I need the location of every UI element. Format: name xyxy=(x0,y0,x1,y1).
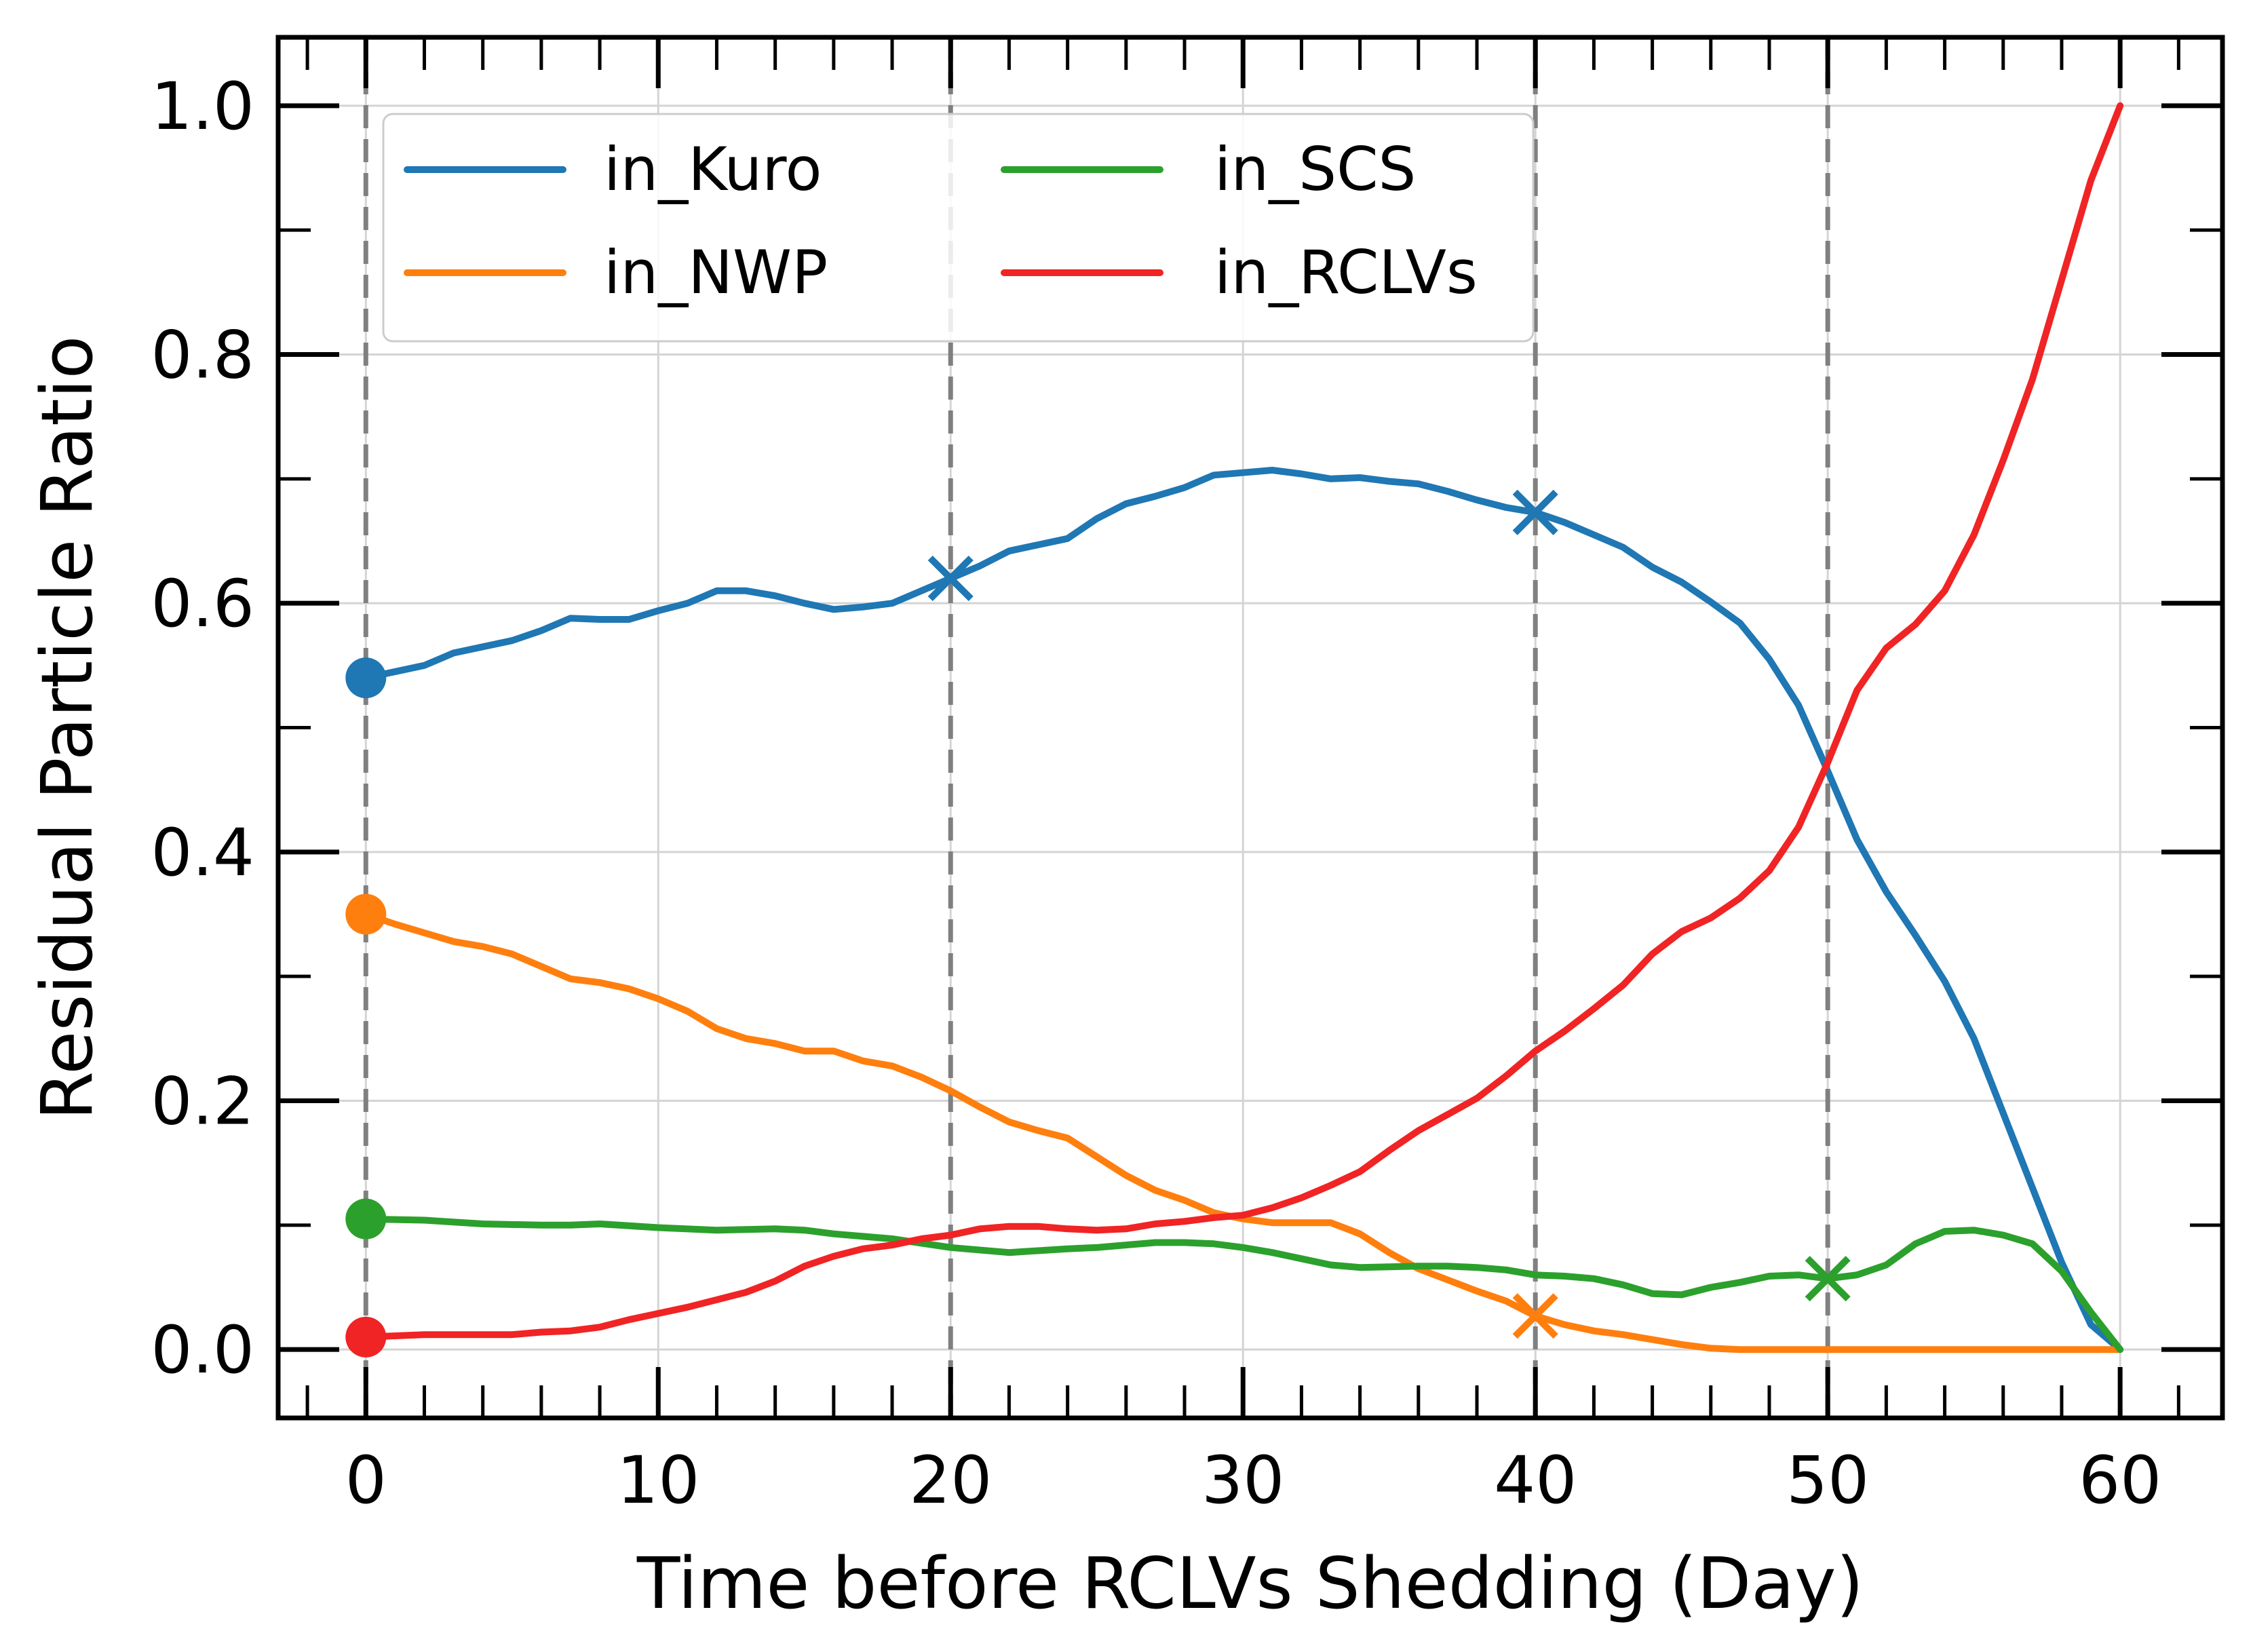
x-tick-label: 20 xyxy=(909,1442,992,1518)
marker-dot-in-kuro xyxy=(345,657,387,699)
marker-x-in-kuro xyxy=(1512,489,1558,535)
series-markers xyxy=(345,489,1851,1358)
marker-x-in-scs xyxy=(1805,1256,1851,1302)
marker-dot-in-scs xyxy=(345,1198,387,1240)
legend-label-in-rclvs: in_RCLVs xyxy=(1214,237,1478,307)
series-lines xyxy=(362,102,2124,1353)
y-tick-label: 0.0 xyxy=(151,1312,254,1388)
y-tick-label: 0.4 xyxy=(151,815,254,891)
series-line-in-nwp xyxy=(362,910,2124,1353)
legend-label-in-scs: in_SCS xyxy=(1214,134,1416,204)
x-tick-label: 60 xyxy=(2079,1442,2161,1518)
series-line-in-kuro xyxy=(362,467,2124,1353)
x-tick-label: 0 xyxy=(345,1442,387,1518)
x-tick-label: 40 xyxy=(1494,1442,1577,1518)
x-tick-label: 30 xyxy=(1201,1442,1284,1518)
legend-label-in-kuro: in_Kuro xyxy=(604,134,822,204)
legend-label-in-nwp: in_NWP xyxy=(604,237,828,307)
x-axis-title: Time before RCLVs Shedding (Day) xyxy=(636,1542,1864,1625)
legend: in_Kuro in_NWP in_SCS in_RCLVs xyxy=(382,113,1535,343)
marker-x-in-kuro xyxy=(927,555,974,602)
reference-lines xyxy=(363,37,1830,1418)
marker-x-in-nwp xyxy=(1512,1293,1558,1339)
x-tick-label: 50 xyxy=(1786,1442,1869,1518)
y-tick-label: 0.6 xyxy=(151,566,254,642)
series-line-in-rclvs xyxy=(362,102,2124,1341)
x-tick-label: 10 xyxy=(617,1442,699,1518)
y-tick-label: 0.8 xyxy=(151,318,254,393)
series-line-in-scs xyxy=(362,1215,2124,1353)
tick-labels: 0 10 20 30 40 50 60 0.0 0.2 0.4 0.6 0.8 1.0 xyxy=(151,69,2161,1518)
legend-box xyxy=(382,113,1535,343)
marker-dot-in-rclvs xyxy=(345,1316,387,1358)
marker-dot-in-nwp xyxy=(345,894,387,935)
axis-ticks xyxy=(278,37,2222,1418)
y-tick-label: 0.2 xyxy=(151,1064,254,1140)
y-tick-label: 1.0 xyxy=(151,69,254,145)
y-axis-title: Residual Particle Ratio xyxy=(26,336,109,1121)
